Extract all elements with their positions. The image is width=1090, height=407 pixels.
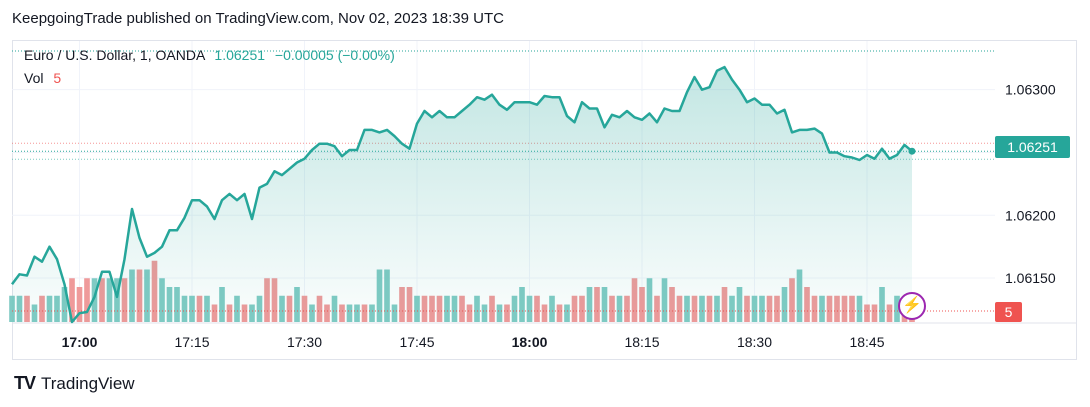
legend-price: 1.06251 bbox=[214, 47, 266, 63]
x-tick-label: 17:15 bbox=[174, 334, 209, 350]
last-volume-tag: 5 bbox=[995, 302, 1022, 322]
tradingview-logo-icon: TV bbox=[14, 373, 36, 393]
volume-label: Vol bbox=[24, 70, 44, 86]
volume-bar bbox=[69, 278, 75, 322]
y-tick-label: 1.06200 bbox=[1005, 207, 1056, 223]
y-tick-label: 1.06300 bbox=[1005, 82, 1056, 98]
price-line bbox=[11, 65, 913, 324]
tradingview-brand[interactable]: TV TradingView bbox=[14, 373, 135, 394]
symbol-legend: Euro / U.S. Dollar, 1, OANDA 1.06251 −0.… bbox=[24, 47, 395, 63]
chart-frame bbox=[12, 40, 1077, 360]
x-tick-label: 18:45 bbox=[849, 334, 884, 350]
last-price-tag: 1.06251 bbox=[995, 136, 1070, 158]
publisher-line: KeepgoingTrade published on TradingView.… bbox=[12, 10, 504, 27]
x-tick-label: 17:45 bbox=[399, 334, 434, 350]
volume-legend: Vol 5 bbox=[24, 70, 61, 86]
lightning-icon[interactable]: ⚡ bbox=[898, 292, 926, 320]
y-tick-label: 1.06150 bbox=[1005, 270, 1056, 286]
x-tick-label: 18:15 bbox=[624, 334, 659, 350]
x-tick-label: 17:00 bbox=[62, 334, 98, 350]
x-tick-label: 17:30 bbox=[287, 334, 322, 350]
x-tick-label: 18:30 bbox=[737, 334, 772, 350]
price-area bbox=[12, 67, 912, 322]
volume-bar bbox=[84, 278, 90, 322]
x-tick-label: 18:00 bbox=[512, 334, 548, 350]
legend-change: −0.00005 (−0.00%) bbox=[274, 47, 395, 63]
brand-name: TradingView bbox=[41, 373, 135, 393]
volume-bar bbox=[76, 287, 83, 322]
volume-value: 5 bbox=[53, 70, 62, 86]
last-price-dot bbox=[908, 147, 916, 155]
symbol-name: Euro / U.S. Dollar, 1, OANDA bbox=[24, 47, 205, 63]
